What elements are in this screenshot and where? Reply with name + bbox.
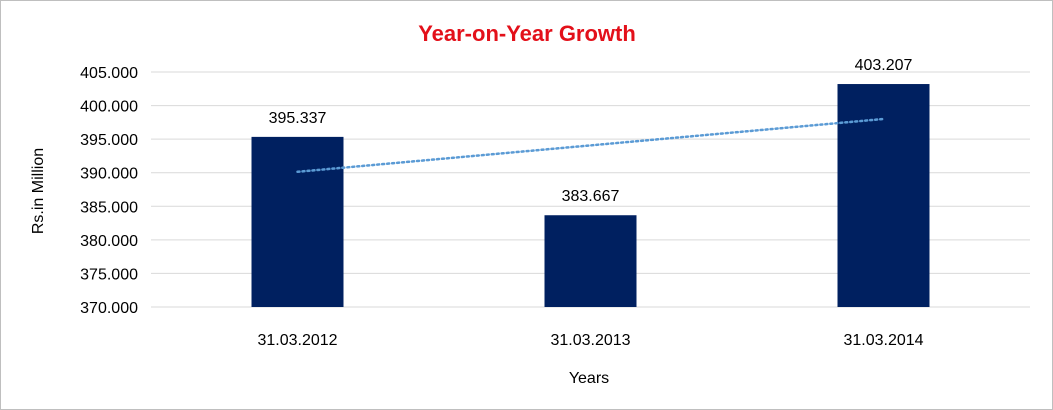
- x-tick-label: 31.03.2013: [550, 332, 630, 349]
- y-tick-label: 405.000: [80, 65, 138, 82]
- y-tick-label: 370.000: [80, 300, 138, 317]
- bar: [251, 136, 344, 307]
- x-tick-label: 31.03.2012: [257, 332, 337, 349]
- bar: [544, 215, 637, 307]
- trendline: [296, 117, 885, 174]
- y-tick-label: 395.000: [80, 132, 138, 149]
- x-tick-label: 31.03.2014: [843, 332, 923, 349]
- y-tick-label: 385.000: [80, 199, 138, 216]
- y-tick-label: 390.000: [80, 166, 138, 183]
- x-axis-label: Years: [569, 370, 609, 387]
- y-axis-label: Rs.in Million: [30, 148, 47, 234]
- data-labels: 395.337 383.667 403.207: [269, 57, 913, 205]
- y-tick-label: 375.000: [80, 266, 138, 283]
- y-tick-label: 380.000: [80, 233, 138, 250]
- bar-data-label: 403.207: [855, 57, 913, 74]
- bars: [251, 84, 930, 307]
- y-tick-label: 400.000: [80, 99, 138, 116]
- trendline-layer: [296, 117, 885, 174]
- x-axis-ticks: 31.03.2012 31.03.2013 31.03.2014: [257, 332, 923, 349]
- bar-data-label: 383.667: [562, 188, 620, 205]
- y-axis-ticks: 405.000 400.000 395.000 390.000 385.000 380.0…: [80, 65, 138, 317]
- chart-title: Year-on-Year Growth: [418, 21, 636, 46]
- bar: [837, 84, 930, 307]
- bar-data-label: 395.337: [269, 110, 327, 127]
